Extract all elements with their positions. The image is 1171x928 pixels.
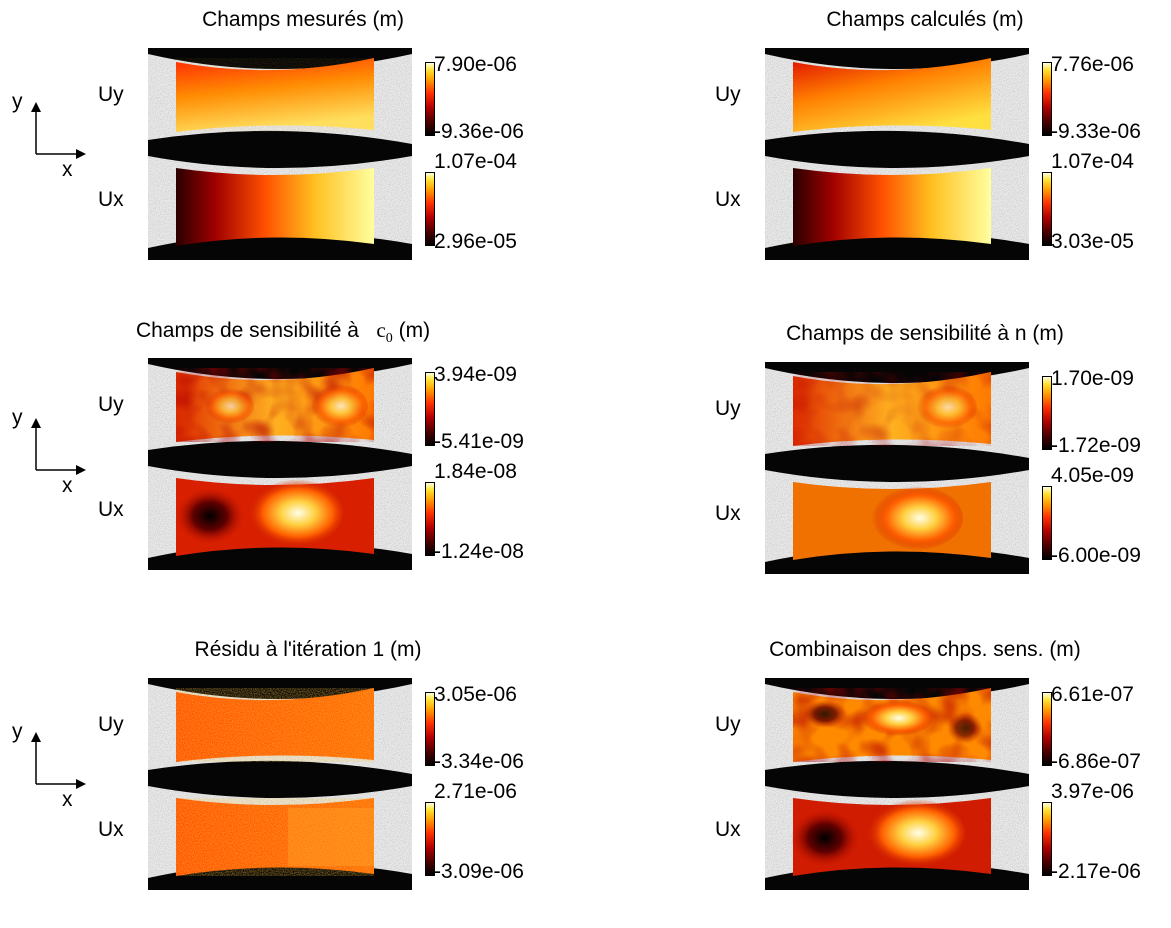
colorbar-ux (425, 482, 435, 556)
uy-label: Uy (715, 83, 741, 106)
uy-min-value: -9.33e-06 (1051, 120, 1141, 143)
ux-max-value: 1.07e-04 (434, 150, 517, 173)
uy-min-value: -5.41e-09 (434, 430, 524, 453)
uy-max-value: 3.05e-06 (434, 683, 517, 706)
colorbar-uy (1042, 376, 1052, 450)
colorbar-uy (1042, 62, 1052, 136)
axes-arrows (31, 102, 86, 159)
specimen-image (148, 48, 412, 260)
title-subscript: 0 (385, 331, 393, 346)
axes-arrows (31, 418, 86, 475)
ux-max-value: 4.05e-09 (1051, 464, 1134, 487)
title-prefix: Champs de sensibilité à (135, 319, 359, 342)
ux-label: Ux (715, 818, 741, 841)
uy-max-value: 7.90e-06 (434, 53, 517, 76)
uy-max-value: 7.76e-06 (1051, 53, 1134, 76)
panel-title: Champs de sensibilité à c0 (m) (53, 318, 513, 351)
uy-max-value: 6.61e-07 (1051, 683, 1134, 706)
panel-title: Résidu à l'itération 1 (m) (194, 638, 422, 661)
specimen-image (765, 362, 1029, 574)
specimen-image (765, 48, 1029, 260)
uy-label: Uy (98, 393, 124, 416)
panel-sensitivity-c0: Champs de sensibilité à c0 (m) Uy Ux 3.9… (98, 318, 708, 608)
colorbar-ux (425, 172, 435, 246)
specimen-image (765, 678, 1029, 890)
panel-residual: Résidu à l'itération 1 (m) Uy Ux 3.05e-0… (98, 638, 708, 928)
ux-label: Ux (98, 498, 124, 521)
ux-label: Ux (98, 188, 124, 211)
ux-max-value: 3.97e-06 (1051, 780, 1134, 803)
ux-min-value: -1.24e-08 (434, 540, 524, 563)
ux-max-value: 1.07e-04 (1051, 150, 1134, 173)
colorbar-uy (425, 692, 435, 766)
axes-indicator-row1: y x (6, 88, 96, 181)
uy-label: Uy (715, 397, 741, 420)
panel-title: Combinaison des chps. sens. (m) (769, 638, 1081, 661)
y-axis-label: y (12, 406, 23, 429)
ux-label: Ux (715, 502, 741, 525)
uy-label: Uy (715, 713, 741, 736)
panel-title: Champs de sensibilité à n (m) (786, 322, 1064, 345)
panel-sensitivity-n: Champs de sensibilité à n (m) Uy Ux 1.70… (715, 322, 1171, 612)
ux-min-value: -2.17e-06 (1051, 860, 1141, 883)
uy-label: Uy (98, 713, 124, 736)
ux-min-value: -6.00e-09 (1051, 544, 1141, 567)
ux-min-value: 3.03e-05 (1051, 230, 1134, 253)
ux-label: Ux (98, 818, 124, 841)
colorbar-uy (425, 372, 435, 446)
uy-min-value: -9.36e-06 (434, 120, 524, 143)
axes-arrows (31, 732, 86, 789)
x-axis-label: x (62, 474, 73, 497)
panel-title: Champs mesurés (m) (202, 8, 404, 31)
title-symbol: c (376, 318, 386, 342)
colorbar-uy (1042, 692, 1052, 766)
uy-min-value: -1.72e-09 (1051, 434, 1141, 457)
colorbar-ux (1042, 802, 1052, 876)
panel-title: Champs calculés (m) (826, 8, 1024, 31)
ux-label: Ux (715, 188, 741, 211)
axes-indicator-row3: y x (6, 718, 96, 811)
x-axis-label: x (62, 788, 73, 811)
axes-indicator-row2: y x (6, 404, 96, 497)
ux-max-value: 2.71e-06 (434, 780, 517, 803)
title-suffix: (m) (398, 319, 431, 342)
uy-min-value: -3.34e-06 (434, 750, 524, 773)
x-axis-label: x (62, 158, 73, 181)
colorbar-ux (1042, 172, 1052, 246)
panel-calculated-fields: Champs calculés (m) Uy Ux 7.76e-06 -9.33… (715, 8, 1171, 298)
uy-max-value: 3.94e-09 (434, 363, 517, 386)
specimen-image (148, 678, 412, 890)
colorbar-ux (425, 802, 435, 876)
ux-min-value: 2.96e-05 (434, 230, 517, 253)
y-axis-label: y (12, 90, 23, 113)
panel-measured-fields: Champs mesurés (m) Uy Ux 7.90e-06 -9.36e… (98, 8, 708, 298)
colorbar-uy (425, 62, 435, 136)
uy-max-value: 1.70e-09 (1051, 367, 1134, 390)
uy-label: Uy (98, 83, 124, 106)
uy-min-value: -6.86e-07 (1051, 750, 1141, 773)
ux-min-value: -3.09e-06 (434, 860, 524, 883)
y-axis-label: y (12, 720, 23, 743)
specimen-image (148, 358, 412, 570)
panel-combined-sensitivity: Combinaison des chps. sens. (m) Uy Ux 6.… (715, 638, 1171, 928)
ux-max-value: 1.84e-08 (434, 460, 517, 483)
colorbar-ux (1042, 486, 1052, 560)
